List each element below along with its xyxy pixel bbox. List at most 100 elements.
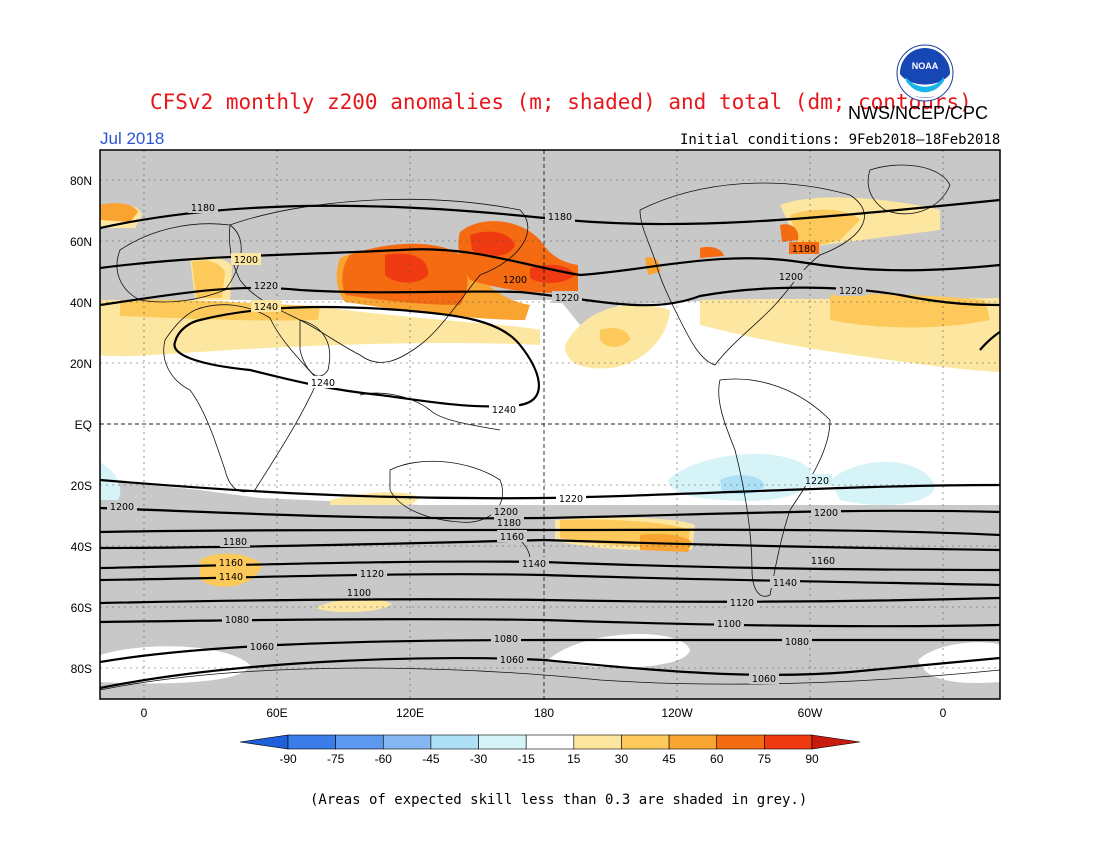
svg-text:1100: 1100 [347,588,371,599]
contour-label: 1220 [251,279,281,292]
svg-text:1080: 1080 [225,615,249,626]
colorbar-swatch [478,734,527,750]
svg-text:1100: 1100 [717,619,741,630]
svg-text:1180: 1180 [223,537,247,548]
svg-text:1120: 1120 [730,598,754,609]
svg-text:1120: 1120 [360,569,384,580]
contour-label: 1060 [247,640,277,653]
svg-text:1220: 1220 [559,494,583,505]
lat-label: EQ [75,418,92,432]
contour-label: 1080 [491,632,521,645]
noaa-logo-text: NOAA [912,61,939,71]
colorbar-swatch [764,734,813,750]
contour-label: 1160 [808,554,838,567]
colorbar-swatch [716,734,765,750]
contour-label: 1200 [776,270,806,283]
chart-title: CFSv2 monthly z200 anomalies (m; shaded)… [150,90,972,114]
equator-dateline [100,150,1000,699]
contour-label: 1220 [802,474,832,487]
anomaly-75-90 [385,231,575,283]
lon-label: 0 [141,706,148,720]
svg-text:1060: 1060 [752,674,776,685]
svg-text:1140: 1140 [773,578,797,589]
svg-text:1220: 1220 [254,281,278,292]
colorbar-label: -90 [279,752,297,766]
contour-label: 1220 [556,492,586,505]
agency-label: NWS/NCEP/CPC [848,103,989,123]
svg-text:1200: 1200 [110,502,134,513]
contour-label: 1080 [782,635,812,648]
contour-label: 1060 [749,672,779,685]
svg-text:1180: 1180 [191,203,215,214]
contour-label: 1120 [357,567,387,580]
contour-label: 1140 [770,576,800,589]
contour-label: 1160 [216,556,246,569]
lat-label: 20S [71,479,92,493]
lat-label: 60N [70,235,92,249]
colorbar-label: -75 [327,752,345,766]
colorbar-label: 90 [805,752,819,766]
colorbar-label: 15 [567,752,581,766]
lon-label: 120E [396,706,424,720]
svg-text:1200: 1200 [779,272,803,283]
svg-text:1140: 1140 [522,559,546,570]
lat-label: 80S [71,662,92,676]
contour-label: 1180 [220,535,250,548]
lon-label: 60E [266,706,287,720]
svg-text:1180: 1180 [548,212,572,223]
colorbar-swatch [668,734,718,750]
contour-label: 1140 [519,557,549,570]
colorbar-label: 45 [662,752,676,766]
lat-label: 20N [70,357,92,371]
colorbar-swatch [621,734,670,750]
contour-label: 1180 [494,516,524,529]
longitude-labels: 0 60E 120E 180 120W 60W 0 [141,706,947,720]
lat-label: 60S [71,601,92,615]
svg-text:1140: 1140 [219,572,243,583]
svg-text:1240: 1240 [311,378,335,389]
colorbar-swatch [382,734,432,750]
colorbar-swatch [573,734,622,750]
colorbar-label: 60 [710,752,724,766]
svg-text:1200: 1200 [503,275,527,286]
footnote: (Areas of expected skill less than 0.3 a… [310,792,808,808]
svg-text:1180: 1180 [792,244,816,255]
contour-label: 1140 [216,570,246,583]
contour-label: 1240 [251,300,281,313]
lon-label: 120W [661,706,693,720]
contour-label: 1080 [222,613,252,626]
svg-text:1240: 1240 [254,302,278,313]
colorbar-swatch [525,734,575,750]
contour-label: 1240 [308,376,338,389]
svg-text:1200: 1200 [494,507,518,518]
svg-text:1080: 1080 [785,637,809,648]
contour-label: 1200 [231,253,261,266]
svg-text:1060: 1060 [500,655,524,666]
colorbar-swatch [335,734,384,750]
map-frame [99,149,1001,700]
lon-label: 180 [534,706,554,720]
contour-label: 1200 [491,505,521,518]
svg-text:1160: 1160 [219,558,243,569]
colorbar-label: 75 [758,752,772,766]
colorbar-label: -45 [422,752,440,766]
contour-label: 1160 [497,530,527,543]
colorbar-label: -60 [375,752,393,766]
contour-label: 1240 [489,403,519,416]
svg-text:1200: 1200 [234,255,258,266]
lon-label: 0 [940,706,947,720]
colorbar-label: 30 [615,752,629,766]
colorbar-swatch [287,734,336,750]
svg-text:1080: 1080 [494,634,518,645]
contour-label: 1180 [545,210,575,223]
svg-text:1160: 1160 [500,532,524,543]
contour-label: 1200 [107,500,137,513]
svg-text:1220: 1220 [805,476,829,487]
contour-label: 1100 [344,586,374,599]
lat-label: 40N [70,296,92,310]
contour-label: 1180 [188,201,218,214]
lon-label: 60W [798,706,823,720]
colorbar-arrow-high [811,734,861,750]
contour-label: 1220 [552,291,582,304]
